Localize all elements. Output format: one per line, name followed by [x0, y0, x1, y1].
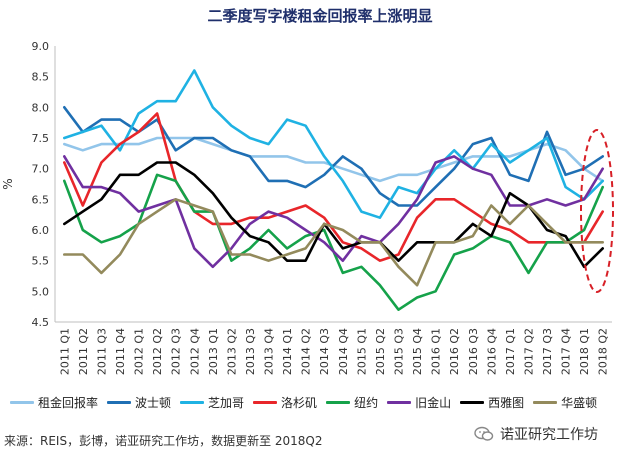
y-tick-label: 4.5 — [32, 316, 50, 329]
x-tick-label: 2015 Q4 — [411, 328, 424, 375]
x-tick-label: 2011 Q1 — [58, 328, 71, 375]
x-tick-label: 2012 Q1 — [133, 328, 146, 375]
x-tick-label: 2014 Q1 — [281, 328, 294, 375]
y-tick-label: 8.5 — [32, 71, 50, 84]
series-line-波士顿 — [63, 106, 605, 207]
legend-swatch — [460, 400, 485, 404]
x-tick-label: 2017 Q2 — [522, 328, 535, 375]
x-tick-label: 2013 Q2 — [225, 328, 238, 375]
x-tick-label: 2014 Q3 — [318, 328, 331, 375]
axes — [54, 46, 612, 323]
x-tick-label: 2016 Q2 — [448, 328, 461, 375]
legend-label: 旧金山 — [415, 395, 452, 410]
x-tick-label: 2014 Q2 — [300, 328, 313, 375]
x-tick-label: 2015 Q3 — [392, 328, 405, 375]
x-tick-label: 2011 Q3 — [95, 328, 108, 375]
series-line-华盛顿 — [63, 198, 605, 287]
x-tick-label: 2012 Q2 — [151, 328, 164, 375]
legend-item: 洛杉矶 — [253, 394, 317, 411]
x-tick-label: 2016 Q3 — [467, 328, 480, 375]
series-line-旧金山 — [63, 155, 605, 269]
legend-label: 纽约 — [354, 395, 379, 410]
x-tick-label: 2013 Q1 — [207, 328, 220, 375]
legend-label: 西雅图 — [488, 395, 525, 410]
legend-swatch — [253, 400, 278, 404]
x-tick-label: 2017 Q1 — [504, 328, 517, 375]
y-tick-label: 5.0 — [32, 285, 50, 298]
brand-name: 诺亚研究工作坊 — [500, 427, 598, 443]
x-tick-label: 2012 Q3 — [170, 328, 183, 375]
wechat-icon — [474, 426, 494, 441]
x-tick-label: 2013 Q4 — [263, 328, 276, 375]
legend-label: 租金回报率 — [38, 395, 99, 410]
chart-legend: 租金回报率 波士顿 芝加哥 洛杉矶 纽约 旧金山 西雅图 华盛顿 — [10, 391, 615, 413]
x-tick-label: 2018 Q2 — [597, 328, 610, 375]
x-tick-label: 2015 Q2 — [374, 328, 387, 375]
series-group — [63, 69, 605, 312]
legend-label: 华盛顿 — [561, 395, 598, 410]
x-tick-label: 2011 Q2 — [77, 328, 90, 375]
x-tick-label: 2016 Q1 — [430, 328, 443, 375]
legend-item: 西雅图 — [460, 394, 524, 411]
y-tick-label: 8.0 — [32, 101, 50, 114]
legend-swatch — [180, 400, 205, 404]
brand-watermark: 诺亚研究工作坊 — [474, 424, 598, 444]
x-tick-label: 2018 Q1 — [578, 328, 591, 375]
y-tick-label: 7.0 — [32, 163, 50, 176]
series-line-西雅图 — [63, 161, 605, 269]
highlight-ellipse — [580, 129, 614, 293]
y-tick-label: 7.5 — [32, 132, 50, 145]
x-tick-label: 2011 Q4 — [114, 328, 127, 375]
legend-item: 芝加哥 — [180, 394, 244, 411]
legend-item: 华盛顿 — [533, 394, 597, 411]
legend-swatch — [10, 400, 34, 404]
legend-label: 芝加哥 — [208, 395, 245, 410]
y-axis-label: % — [1, 178, 15, 189]
series-line-洛杉矶 — [63, 112, 605, 263]
legend-swatch — [107, 400, 132, 404]
legend-item: 纽约 — [326, 394, 378, 411]
series-line-芝加哥 — [63, 69, 605, 219]
legend-swatch — [326, 400, 351, 404]
x-tick-label: 2017 Q4 — [560, 328, 573, 375]
x-tick-label: 2013 Q3 — [244, 328, 257, 375]
legend-item: 租金回报率 — [10, 394, 98, 411]
legend-label: 洛杉矶 — [281, 395, 318, 410]
legend-label: 波士顿 — [135, 395, 172, 410]
y-tick-label: 6.0 — [32, 224, 50, 237]
x-tick-label: 2017 Q3 — [541, 328, 554, 375]
x-axis: 2011 Q1 2011 Q2 2011 Q3 2011 Q4 2012 Q1 2012 … — [58, 328, 609, 375]
series-line-租金回报率 — [63, 136, 605, 183]
legend-item: 旧金山 — [387, 394, 451, 411]
x-tick-label: 2012 Q4 — [188, 328, 201, 375]
source-note: 来源：REIS，彭博，诺亚研究工作坊，数据更新至 2018Q2 — [4, 434, 323, 448]
x-tick-label: 2015 Q1 — [355, 328, 368, 375]
y-tick-label: 6.5 — [32, 193, 50, 206]
y-tick-label: 5.5 — [32, 255, 50, 268]
y-axis: 9.0 8.5 8.0 7.5 7.0 6.5 6.0 5.5 5.0 4.5 — [32, 40, 50, 329]
x-tick-label: 2016 Q4 — [485, 328, 498, 375]
x-tick-label: 2014 Q4 — [337, 328, 350, 375]
y-tick-label: 9.0 — [32, 40, 50, 53]
legend-swatch — [533, 400, 558, 404]
legend-swatch — [387, 400, 412, 404]
series-line-纽约 — [63, 173, 605, 312]
legend-item: 波士顿 — [107, 394, 171, 411]
chart-title: 二季度写字楼租金回报率上涨明显 — [207, 7, 432, 25]
